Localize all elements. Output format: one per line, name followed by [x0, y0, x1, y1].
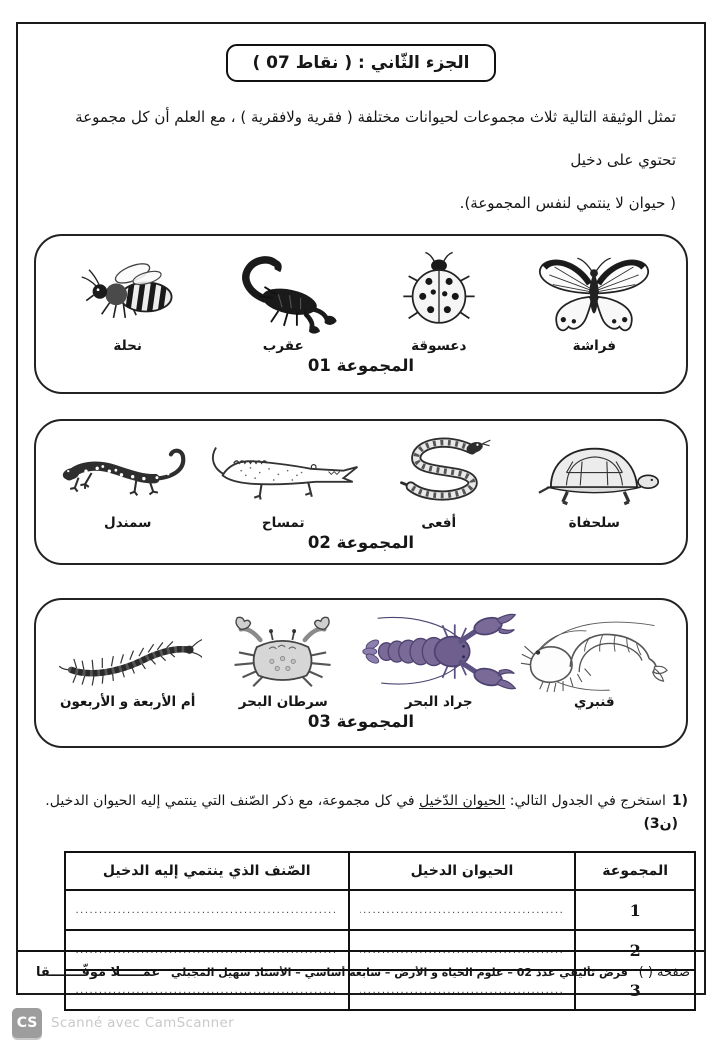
- crab-icon: [223, 612, 343, 692]
- bee-icon: [69, 248, 187, 336]
- animal-label: فراشة: [572, 338, 616, 355]
- header-intruder: الحيوان الدخيل: [347, 851, 577, 892]
- animal-turtle: سلحفاة: [521, 433, 668, 531]
- animal-label: سرطان البحر: [238, 694, 328, 711]
- blank-line: ........................................…: [76, 984, 338, 996]
- table-row: 1 ......................................…: [64, 889, 696, 932]
- class-answer-cell: ........................................…: [64, 889, 350, 932]
- animal-label: سلحفاة: [568, 515, 620, 532]
- animal-centipede: أم الأربعة و الأربعون: [54, 612, 202, 711]
- butterfly-icon: [526, 248, 662, 336]
- header-group: المجموعة: [574, 851, 696, 892]
- question-text-before: استخرج في الجدول التالي:: [505, 793, 666, 810]
- page-footer: صفحة ( ) فرض تأليفي عدد 02 – علوم الحياة…: [18, 950, 704, 993]
- animal-label: نحلة: [113, 338, 142, 355]
- table-row: 3 ......................................…: [64, 969, 696, 1012]
- camscanner-watermark: CS Scanné avec CamScanner: [12, 1008, 234, 1038]
- group-label-02: المجموعة 02: [307, 533, 415, 553]
- blank-line: ........................................…: [76, 904, 338, 916]
- group-label-03: المجموعة 03: [307, 712, 415, 732]
- animal-label: دعسوقة: [411, 338, 467, 355]
- intro-line-1: تمثل الوثيقة التالية ثلاث مجموعات لحيوان…: [75, 108, 676, 169]
- table-header-row: المجموعة الحيوان الدخيل الصّنف الذي ينتم…: [64, 851, 696, 892]
- group-number-cell: 1: [574, 889, 696, 932]
- question-underlined-term: الحيوان الدّخيل: [419, 793, 506, 810]
- snake-icon: [381, 433, 497, 513]
- header-class: الصّنف الذي ينتمي إليه الدخيل: [64, 851, 350, 892]
- animal-snake: أفعى: [365, 433, 512, 531]
- section-points: ( 07 نقاط ): [252, 53, 353, 73]
- animal-butterfly: فراشة: [521, 248, 668, 354]
- group-box-03: أم الأربعة و الأربعون: [34, 598, 688, 749]
- section-title-box: الجزء الثّاني : ( 07 نقاط ): [226, 44, 496, 82]
- animal-bee: نحلة: [54, 248, 201, 354]
- camscanner-text: Scanné avec CamScanner: [51, 1015, 234, 1031]
- salamander-icon: [58, 433, 198, 513]
- animal-salamander: سمندل: [54, 433, 201, 531]
- animal-label: قنبري: [574, 694, 615, 711]
- page-frame: الجزء الثّاني : ( 07 نقاط ) تمثل الوثيقة…: [16, 22, 706, 1012]
- intruder-answer-cell: ........................................…: [347, 969, 577, 1012]
- group-box-02: سمندل: [34, 419, 688, 566]
- shrimp-icon: [520, 612, 669, 693]
- animal-label: أم الأربعة و الأربعون: [59, 694, 196, 711]
- animal-crab: سرطان البحر: [210, 612, 357, 710]
- question-1: 1) استخرج في الجدول التالي: الحيوان الدّخ…: [38, 790, 688, 835]
- turtle-icon: [524, 433, 664, 513]
- intro-line-2: ( حيوان لا ينتمي لنفس المجموعة).: [459, 193, 676, 212]
- animal-label: جراد البحر: [404, 694, 473, 711]
- page-number-label: صفحة ( ): [638, 965, 690, 980]
- animal-label: أفعى: [421, 515, 457, 532]
- ladybug-icon: [397, 248, 481, 336]
- animal-ladybug: دعسوقة: [365, 248, 512, 354]
- animal-label: عقرب: [262, 338, 304, 355]
- blank-line: ........................................…: [360, 984, 565, 996]
- intro-text: تمثل الوثيقة التالية ثلاث مجموعات لحيوان…: [18, 82, 704, 224]
- section-title: الجزء الثّاني :: [352, 53, 470, 73]
- scorpion-icon: [222, 248, 344, 336]
- animal-label: سمندل: [104, 515, 152, 532]
- question-text-after: في كل مجموعة، مع ذكر الصّنف التي ينتمي إ…: [45, 793, 420, 810]
- group-label-01: المجموعة 01: [307, 356, 415, 376]
- intruder-answer-cell: ........................................…: [347, 889, 577, 932]
- group-number-cell: 3: [574, 969, 696, 1012]
- animal-lobster: جراد البحر: [362, 612, 517, 711]
- animal-shrimp: قنبري: [520, 612, 669, 711]
- group-box-01: نحلة عقرب: [34, 234, 688, 395]
- animal-label: تمساح: [261, 515, 305, 532]
- exam-info: فرض تأليفي عدد 02 – علوم الحياة و الأرض …: [171, 966, 628, 979]
- question-points: (3ن): [643, 815, 679, 832]
- crocodile-icon: [204, 433, 362, 513]
- good-luck-text: عمـــــلا موفّـــــــقا: [36, 965, 161, 980]
- animal-scorpion: عقرب: [210, 248, 357, 354]
- centipede-icon: [54, 612, 202, 692]
- lobster-icon: [358, 612, 520, 692]
- question-number: 1): [671, 793, 688, 810]
- blank-line: ........................................…: [360, 904, 565, 916]
- animal-crocodile: تمساح: [210, 433, 359, 532]
- camscanner-logo-icon: CS: [12, 1008, 42, 1038]
- class-answer-cell: ........................................…: [64, 969, 350, 1012]
